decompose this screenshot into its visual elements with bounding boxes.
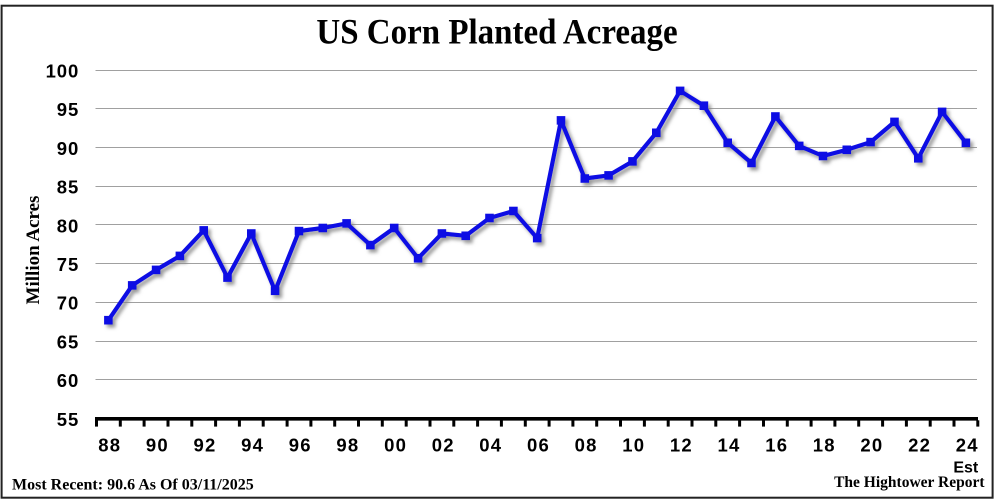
svg-text:10: 10 [622,434,645,455]
svg-text:22: 22 [908,434,931,455]
svg-text:94: 94 [241,434,264,455]
svg-text:65: 65 [57,331,79,352]
svg-text:14: 14 [718,434,741,455]
svg-text:90: 90 [146,434,169,455]
svg-text:85: 85 [57,177,79,198]
svg-text:Est: Est [953,460,979,477]
svg-text:96: 96 [289,434,312,455]
svg-text:Million Acres: Million Acres [23,196,44,305]
svg-text:US Corn Planted Acreage: US Corn Planted Acreage [316,11,677,52]
svg-text:04: 04 [479,434,502,455]
svg-text:08: 08 [575,434,598,455]
svg-text:20: 20 [860,434,883,455]
svg-text:16: 16 [765,434,788,455]
svg-text:88: 88 [98,434,121,455]
svg-text:02: 02 [432,434,455,455]
svg-text:92: 92 [194,434,217,455]
svg-text:Most Recent: 90.6 As Of 03/11/: Most Recent: 90.6 As Of 03/11/2025 [12,477,254,494]
svg-text:The Hightower Report: The Hightower Report [834,474,985,491]
svg-text:00: 00 [384,434,407,455]
svg-text:98: 98 [336,434,359,455]
svg-text:90: 90 [57,138,79,159]
svg-text:24: 24 [956,434,979,455]
svg-text:55: 55 [57,409,79,430]
svg-text:12: 12 [670,434,693,455]
svg-text:100: 100 [46,60,80,81]
svg-text:95: 95 [57,99,79,120]
svg-text:18: 18 [813,434,836,455]
svg-text:60: 60 [57,370,79,391]
svg-text:70: 70 [57,293,79,314]
svg-text:06: 06 [527,434,550,455]
svg-text:75: 75 [57,254,79,275]
svg-text:80: 80 [57,215,79,236]
